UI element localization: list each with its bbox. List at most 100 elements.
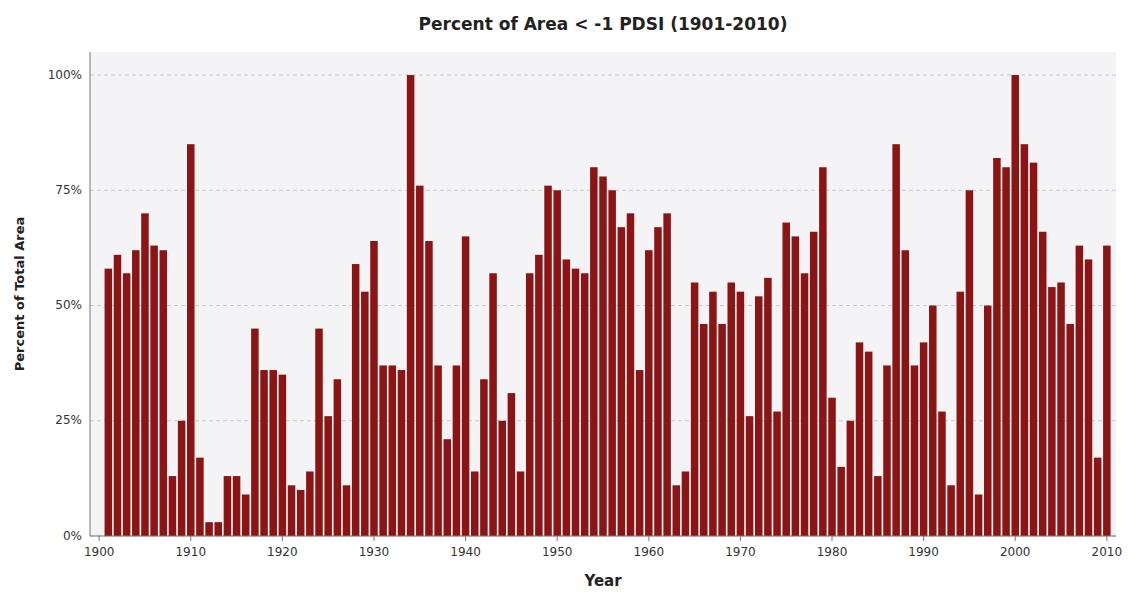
bar <box>957 292 965 536</box>
y-tick-label: 50% <box>55 298 82 312</box>
bar <box>196 458 204 536</box>
bar <box>892 144 900 536</box>
plot-area <box>90 52 1116 536</box>
bar <box>1021 144 1029 536</box>
x-tick-label: 1910 <box>175 545 206 559</box>
bar <box>1057 282 1065 536</box>
grid-line <box>90 536 1116 537</box>
bar <box>224 476 232 536</box>
x-tick <box>190 536 191 541</box>
bar <box>150 246 158 536</box>
bar <box>764 278 772 536</box>
x-tick-label: 1970 <box>725 545 756 559</box>
x-axis-line <box>90 536 1116 537</box>
bar <box>608 190 616 536</box>
x-tick <box>832 536 833 541</box>
bar <box>984 306 992 536</box>
bar <box>627 213 635 536</box>
bar <box>425 241 433 536</box>
bar <box>856 342 864 536</box>
bar <box>1085 259 1093 536</box>
bar <box>618 227 626 536</box>
bar <box>352 264 360 536</box>
x-tick-label: 2010 <box>1092 545 1123 559</box>
bar <box>498 421 506 536</box>
bar <box>847 421 855 536</box>
bar <box>187 144 195 536</box>
bar <box>663 213 671 536</box>
bar <box>260 370 268 536</box>
x-tick <box>465 536 466 541</box>
bar <box>489 273 497 536</box>
bar <box>1076 246 1084 536</box>
bar <box>242 495 250 536</box>
y-axis-line <box>90 52 91 536</box>
bar <box>251 329 259 536</box>
bar <box>279 375 287 536</box>
bar <box>553 190 561 536</box>
bar <box>810 232 818 536</box>
x-tick-label: 1950 <box>542 545 573 559</box>
bar <box>727 282 735 536</box>
x-tick <box>557 536 558 541</box>
bar <box>471 471 479 536</box>
x-tick <box>923 536 924 541</box>
bar <box>462 236 470 536</box>
bar <box>178 421 186 536</box>
x-tick-label: 1940 <box>450 545 481 559</box>
y-tick-label: 25% <box>55 413 82 427</box>
bar <box>141 213 149 536</box>
bar <box>746 416 754 536</box>
bar <box>1048 287 1056 536</box>
bar <box>682 471 690 536</box>
bar <box>114 255 122 536</box>
title: Percent of Area < -1 PDSI (1901-2010) <box>419 14 788 34</box>
bar <box>1011 75 1019 536</box>
bar <box>581 273 589 536</box>
bar <box>636 370 644 536</box>
x-tick <box>373 536 374 541</box>
bar <box>966 190 974 536</box>
bar <box>269 370 277 536</box>
bar <box>1094 458 1102 536</box>
bar <box>288 485 296 536</box>
bar <box>792 236 800 536</box>
bar <box>361 292 369 536</box>
bar <box>828 398 836 536</box>
x-tick <box>282 536 283 541</box>
bar <box>105 269 113 536</box>
bar <box>416 186 424 536</box>
bar <box>379 365 387 536</box>
bar <box>837 467 845 536</box>
bar <box>544 186 552 536</box>
bar <box>755 296 763 536</box>
y-axis-label: Percent of Total Area <box>12 217 27 372</box>
bar <box>453 365 461 536</box>
bar <box>654 227 662 536</box>
bar <box>517 471 525 536</box>
x-tick-label: 1980 <box>817 545 848 559</box>
bar <box>233 476 241 536</box>
bar <box>782 223 790 536</box>
x-tick-label: 1930 <box>359 545 390 559</box>
bar <box>508 393 516 536</box>
bar <box>434 365 442 536</box>
x-tick-label: 1900 <box>84 545 115 559</box>
bar <box>444 439 452 536</box>
bar <box>673 485 681 536</box>
grid-line <box>90 75 1116 76</box>
bar <box>920 342 928 536</box>
bar <box>938 412 946 536</box>
bar <box>911 365 919 536</box>
bar <box>874 476 882 536</box>
bars <box>105 75 1111 536</box>
bar <box>324 416 332 536</box>
bar <box>480 379 488 536</box>
bar <box>801 273 809 536</box>
bar <box>718 324 726 536</box>
bar <box>306 471 314 536</box>
bar <box>819 167 827 536</box>
bar <box>947 485 955 536</box>
y-tick-label: 0% <box>63 529 82 543</box>
bar <box>691 282 699 536</box>
